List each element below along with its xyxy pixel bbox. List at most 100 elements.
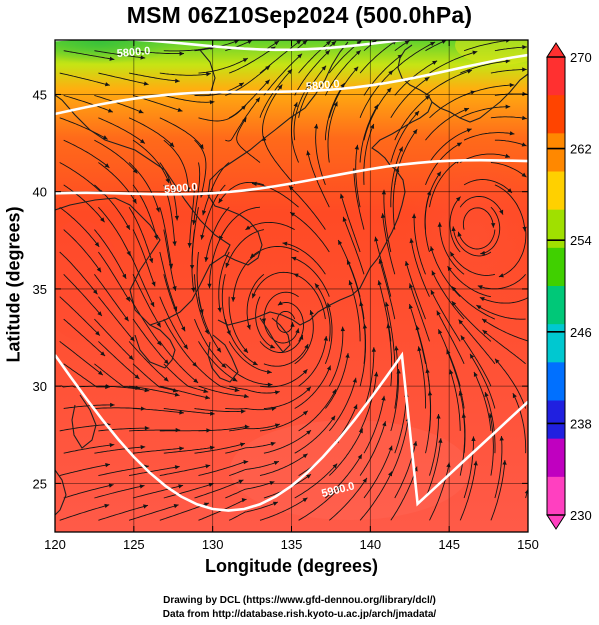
streamline	[98, 341, 140, 380]
streamline	[228, 79, 271, 119]
streamline	[63, 139, 110, 169]
streamline-arrow	[267, 369, 272, 375]
streamline	[447, 265, 491, 298]
x-axis-label: Longitude (degrees)	[204, 556, 378, 576]
streamline-arrow	[243, 348, 249, 353]
streamline	[480, 206, 501, 255]
streamline-arrow	[467, 69, 473, 74]
streamline	[59, 463, 111, 477]
streamline-arrow	[321, 65, 327, 71]
streamline-arrow	[306, 474, 312, 479]
streamline-arrow	[506, 40, 511, 43]
streamline-arrow	[132, 168, 138, 174]
streamline	[458, 319, 496, 365]
streamline	[98, 251, 131, 302]
streamline-arrow	[463, 107, 469, 112]
streamline-arrow	[105, 462, 110, 468]
streamline	[363, 87, 392, 141]
streamline	[459, 153, 511, 163]
streamline-arrow	[201, 210, 207, 216]
streamline	[98, 72, 149, 85]
streamline	[189, 184, 195, 248]
streamline	[98, 465, 149, 477]
streamline	[494, 184, 526, 232]
streamline	[98, 296, 135, 342]
streamline	[198, 461, 249, 477]
streamline-arrow	[134, 374, 140, 379]
streamline	[294, 310, 314, 365]
streamline-arrow	[126, 250, 131, 256]
streamline	[460, 60, 511, 74]
streamline	[225, 40, 253, 52]
streamline-arrow	[512, 393, 517, 399]
streamline	[98, 427, 150, 432]
streamline	[429, 51, 478, 74]
colorbar-segment	[547, 133, 565, 172]
streamline-arrow	[242, 58, 248, 63]
streamline-arrow	[340, 326, 346, 332]
streamline-arrow	[490, 223, 496, 228]
streamline	[94, 139, 138, 174]
streamline-arrow	[183, 344, 188, 350]
streamline-arrow	[267, 382, 273, 387]
streamline	[159, 72, 211, 76]
streamline	[463, 40, 511, 52]
streamline-arrow	[432, 60, 438, 65]
streamline	[229, 501, 279, 521]
streamline-arrow	[232, 377, 238, 382]
streamline-arrow	[522, 91, 528, 97]
streamline-arrow	[205, 395, 210, 400]
streamline	[494, 46, 527, 52]
streamline	[59, 117, 108, 140]
streamline-arrow	[438, 329, 443, 335]
streamline	[255, 296, 276, 349]
streamline	[132, 139, 170, 184]
streamline-arrow	[206, 72, 211, 77]
contour-line	[55, 351, 528, 512]
streamline-arrow	[297, 53, 303, 59]
streamline-arrow	[477, 285, 483, 290]
streamline	[390, 76, 430, 119]
streamline-arrow	[189, 265, 195, 270]
chart-title: MSM 06Z10Sep2024 (500.0hPa)	[126, 2, 473, 28]
streamline	[194, 139, 207, 198]
streamline-arrow	[302, 40, 308, 45]
colorbar-segment	[547, 362, 565, 401]
streamline-arrow	[354, 144, 359, 150]
streamline-arrow	[252, 361, 258, 366]
streamline-arrow	[451, 226, 456, 232]
streamline-arrow	[302, 410, 308, 416]
streamline	[359, 301, 366, 364]
streamline-arrow	[522, 115, 527, 121]
streamline	[359, 371, 378, 432]
streamline-arrow	[381, 395, 386, 401]
streamline	[425, 142, 463, 186]
streamline-arrow	[92, 289, 98, 295]
streamline	[159, 385, 211, 399]
streamline-arrow	[209, 100, 215, 105]
streamline	[159, 117, 204, 150]
streamline	[249, 246, 299, 259]
streamline	[363, 54, 403, 96]
streamline	[198, 57, 249, 74]
streamline-arrow	[179, 410, 184, 415]
streamline	[457, 229, 496, 250]
streamline-arrow	[429, 246, 435, 252]
streamline-arrow	[193, 378, 199, 383]
streamline-arrow	[102, 135, 108, 140]
streamline-arrow	[394, 345, 399, 351]
streamline-arrow	[509, 131, 515, 136]
streamline	[325, 353, 349, 409]
streamline	[198, 341, 238, 382]
streamline	[132, 363, 178, 392]
streamline-arrow	[204, 329, 209, 335]
streamline-arrow	[374, 236, 379, 242]
streamline-arrow	[187, 242, 192, 248]
streamline	[225, 229, 264, 268]
x-tick-label: 150	[517, 537, 539, 552]
streamline	[463, 436, 474, 499]
streamline	[298, 65, 327, 118]
streamline	[59, 162, 104, 196]
streamline	[490, 68, 527, 74]
